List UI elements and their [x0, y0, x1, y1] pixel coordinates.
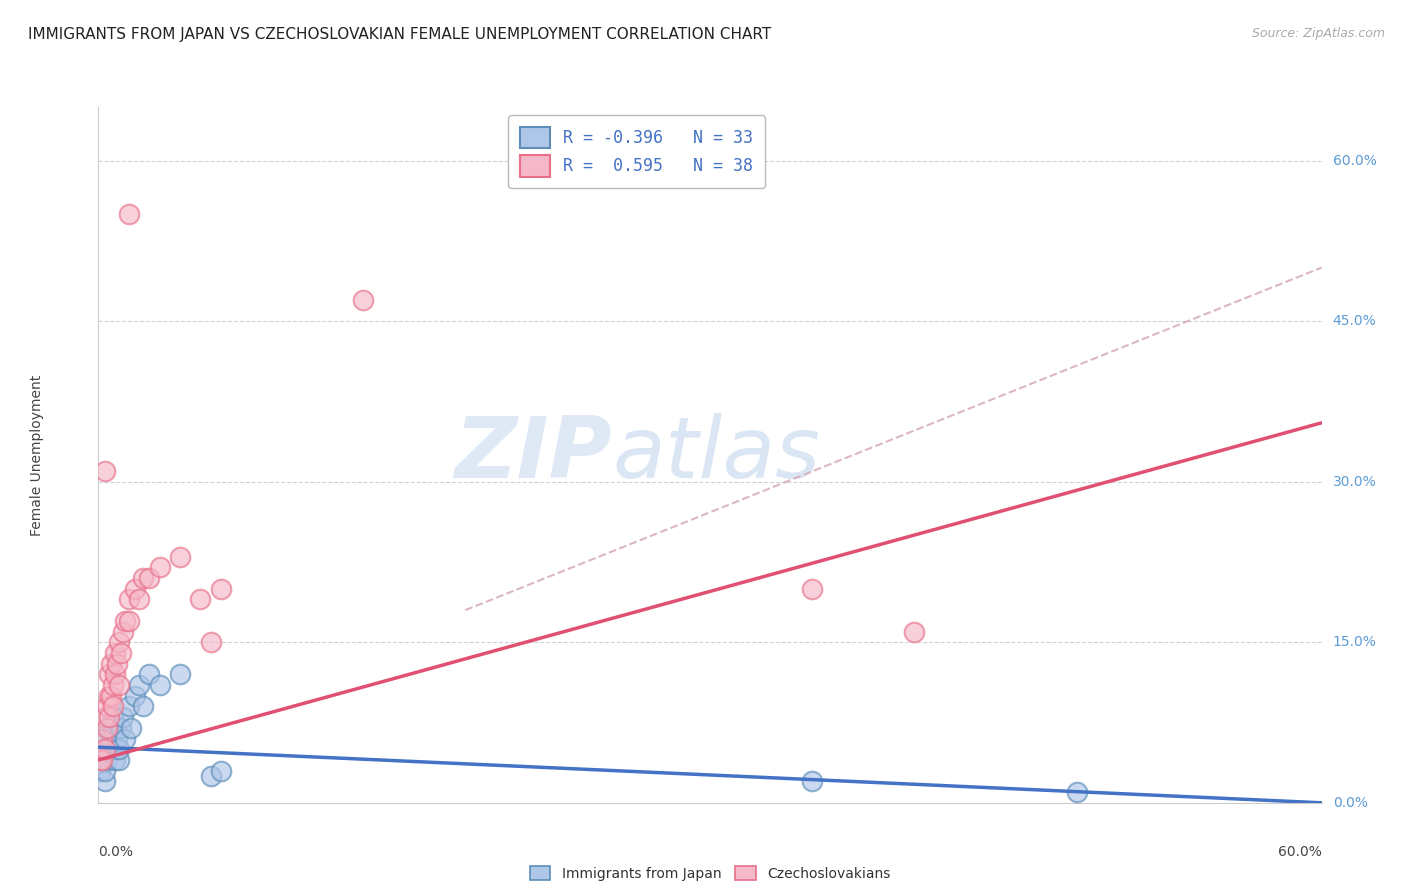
- Legend: Immigrants from Japan, Czechoslovakians: Immigrants from Japan, Czechoslovakians: [524, 861, 896, 887]
- Point: [100, 742, 122, 756]
- Point: [118, 207, 141, 221]
- Point: [100, 657, 122, 671]
- Point: [110, 721, 132, 735]
- Point: [108, 742, 131, 756]
- Point: [104, 742, 127, 756]
- Point: [118, 614, 141, 628]
- Point: [97, 710, 120, 724]
- Text: ZIP: ZIP: [454, 413, 612, 497]
- Point: [97, 721, 120, 735]
- Text: 30.0%: 30.0%: [1333, 475, 1376, 489]
- Point: [101, 710, 124, 724]
- Point: [132, 571, 155, 585]
- Point: [128, 592, 150, 607]
- Point: [93, 774, 115, 789]
- Point: [149, 678, 172, 692]
- Point: [111, 624, 134, 639]
- Point: [108, 753, 131, 767]
- Point: [105, 657, 128, 671]
- Point: [903, 624, 925, 639]
- Point: [100, 689, 122, 703]
- Point: [801, 582, 824, 596]
- Point: [108, 678, 131, 692]
- Text: 45.0%: 45.0%: [1333, 314, 1376, 328]
- Point: [128, 678, 150, 692]
- Point: [91, 742, 114, 756]
- Text: IMMIGRANTS FROM JAPAN VS CZECHOSLOVAKIAN FEMALE UNEMPLOYMENT CORRELATION CHART: IMMIGRANTS FROM JAPAN VS CZECHOSLOVAKIAN…: [28, 27, 772, 42]
- Point: [101, 721, 124, 735]
- Point: [120, 721, 142, 735]
- Point: [100, 731, 122, 746]
- Text: atlas: atlas: [612, 413, 820, 497]
- Text: 60.0%: 60.0%: [1278, 845, 1322, 858]
- Text: 0.0%: 0.0%: [98, 845, 134, 858]
- Point: [138, 571, 160, 585]
- Point: [1066, 785, 1088, 799]
- Point: [97, 689, 120, 703]
- Point: [97, 667, 120, 681]
- Point: [104, 667, 127, 681]
- Point: [111, 710, 134, 724]
- Text: Source: ZipAtlas.com: Source: ZipAtlas.com: [1251, 27, 1385, 40]
- Point: [209, 764, 232, 778]
- Point: [93, 464, 115, 478]
- Point: [91, 753, 114, 767]
- Point: [89, 764, 111, 778]
- Point: [93, 764, 115, 778]
- Point: [132, 699, 155, 714]
- Point: [96, 731, 118, 746]
- Point: [104, 646, 127, 660]
- Point: [114, 614, 136, 628]
- Point: [118, 699, 141, 714]
- Text: Female Unemployment: Female Unemployment: [31, 375, 44, 535]
- Point: [209, 582, 232, 596]
- Point: [101, 678, 124, 692]
- Point: [110, 646, 132, 660]
- Point: [118, 592, 141, 607]
- Point: [105, 731, 128, 746]
- Point: [352, 293, 374, 307]
- Point: [101, 699, 124, 714]
- Point: [200, 769, 222, 783]
- Point: [96, 753, 118, 767]
- Text: 0.0%: 0.0%: [1333, 796, 1368, 810]
- Text: 60.0%: 60.0%: [1333, 153, 1376, 168]
- Point: [96, 721, 118, 735]
- Point: [169, 667, 191, 681]
- Point: [93, 742, 115, 756]
- Point: [96, 699, 118, 714]
- Point: [97, 742, 120, 756]
- Point: [108, 635, 131, 649]
- Point: [200, 635, 222, 649]
- Point: [169, 549, 191, 564]
- Point: [801, 774, 824, 789]
- Point: [104, 753, 127, 767]
- Point: [114, 731, 136, 746]
- Point: [91, 731, 114, 746]
- Point: [149, 560, 172, 574]
- Text: 15.0%: 15.0%: [1333, 635, 1376, 649]
- Point: [188, 592, 212, 607]
- Point: [124, 689, 146, 703]
- Point: [124, 582, 146, 596]
- Point: [138, 667, 160, 681]
- Point: [93, 710, 115, 724]
- Point: [91, 753, 114, 767]
- Point: [89, 753, 111, 767]
